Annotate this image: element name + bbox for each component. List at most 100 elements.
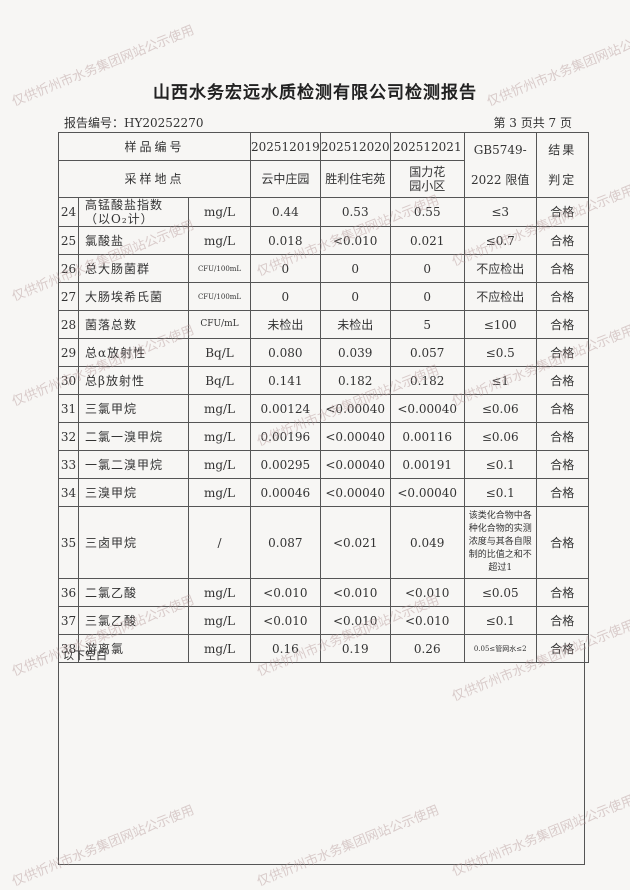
result: 合格 [535,366,589,395]
value: 0.44 [250,197,321,227]
row-number: 24 [58,197,79,227]
limit: ≤100 [463,310,537,339]
value: 0.00116 [389,422,465,451]
table-row: 32 二氯一溴甲烷 mg/L 0.00196 <0.00040 0.00116 ≤0.06 合… [58,422,589,451]
table-row: 27 大肠埃希氏菌 CFU/100mL 0 0 0 不应检出 合格 [58,282,589,311]
value: 0 [319,282,391,311]
value: <0.021 [319,506,391,579]
value: 0.182 [389,366,465,395]
row-number: 36 [58,578,79,607]
item-name: 三氯甲烷 [78,394,189,423]
unit: CFU/100mL [188,282,251,311]
row-number: 27 [58,282,79,311]
value: 0.26 [389,634,465,663]
report-title: 山西水务宏远水质检测有限公司检测报告 [153,83,477,103]
value: 0.080 [250,338,321,367]
result: 合格 [535,606,589,635]
unit: CFU/100mL [188,254,251,283]
unit: mg/L [188,422,251,451]
unit: / [188,506,251,579]
sample-no-label: 样品编号 [58,132,251,161]
value: <0.010 [250,606,321,635]
sample-no: 202512020 [319,132,391,161]
report-number: 报告编号：HY20252270 [64,116,204,130]
item-name: 总α放射性 [78,338,189,367]
value: <0.00040 [319,394,391,423]
item-name: 菌落总数 [78,310,189,339]
unit: mg/L [188,197,251,227]
location: 胜利住宅苑 [319,160,391,198]
results-table: 样品编号 202512019 202512020 202512021 GB574… [58,132,589,663]
table-row: 29 总α放射性 Bq/L 0.080 0.039 0.057 ≤0.5 合格 [58,338,589,367]
value: 0.021 [389,226,465,255]
value: <0.010 [319,606,391,635]
limit: 该类化合物中各种化合物的实测浓度与其各自限制的比值之和不超过1 [463,506,537,579]
value: 0.182 [319,366,391,395]
unit: mg/L [188,606,251,635]
result: 合格 [535,578,589,607]
value: 0.00191 [389,450,465,479]
unit: Bq/L [188,366,251,395]
limit: ≤0.5 [463,338,537,367]
limit: ≤3 [463,197,537,227]
value: 0.00295 [250,450,321,479]
value: 0.141 [250,366,321,395]
value: 0.049 [389,506,465,579]
result: 合格 [535,478,589,507]
table-row: 37 三氯乙酸 mg/L <0.010 <0.010 <0.010 ≤0.1 合格 [58,606,589,635]
item-name: 二氯一溴甲烷 [78,422,189,451]
value: 0.039 [319,338,391,367]
value: <0.00040 [319,478,391,507]
value: 0 [319,254,391,283]
row-number: 30 [58,366,79,395]
limit: ≤0.1 [463,478,537,507]
result: 合格 [535,254,589,283]
value: 0.087 [250,506,321,579]
page-info: 第 3 页共 7 页 [493,116,572,130]
unit: mg/L [188,478,251,507]
unit: mg/L [188,450,251,479]
item-name: 总大肠菌群 [78,254,189,283]
result: 合格 [535,506,589,579]
row-number: 26 [58,254,79,283]
value: 0 [250,282,321,311]
limit: ≤0.7 [463,226,537,255]
value: 未检出 [250,310,321,339]
value: <0.010 [389,578,465,607]
limit: ≤0.05 [463,578,537,607]
unit: Bq/L [188,338,251,367]
value: <0.010 [319,578,391,607]
value: 0 [389,254,465,283]
unit: mg/L [188,578,251,607]
value: <0.00040 [389,394,465,423]
item-name: 三溴甲烷 [78,478,189,507]
location: 云中庄园 [250,160,321,198]
table-row: 33 一氯二溴甲烷 mg/L 0.00295 <0.00040 0.00191 ≤0.1 合格 [58,450,589,479]
unit: mg/L [188,394,251,423]
row-number: 29 [58,338,79,367]
location: 国力花园小区 [389,160,465,198]
table-row: 36 二氯乙酸 mg/L <0.010 <0.010 <0.010 ≤0.05 合格 [58,578,589,607]
row-number: 35 [58,506,79,579]
unit: CFU/mL [188,310,251,339]
blank-area: 以下空白 [58,643,585,865]
item-name: 三卤甲烷 [78,506,189,579]
item-name: 大肠埃希氏菌 [78,282,189,311]
limit: ≤0.06 [463,394,537,423]
row-number: 32 [58,422,79,451]
value: 未检出 [319,310,391,339]
table-row: 25 氯酸盐 mg/L 0.018 <0.010 0.021 ≤0.7 合格 [58,226,589,255]
result: 合格 [535,282,589,311]
row-number: 31 [58,394,79,423]
row-number: 38 [58,634,79,663]
table-row: 34 三溴甲烷 mg/L 0.00046 <0.00040 <0.00040 ≤0.1 合格 [58,478,589,507]
result: 合格 [535,338,589,367]
row-number: 28 [58,310,79,339]
location-label: 采样地点 [58,160,251,198]
table-row: 30 总β放射性 Bq/L 0.141 0.182 0.182 ≤1 合格 [58,366,589,395]
sample-no: 202512021 [389,132,465,161]
table-row: 35 三卤甲烷/0.087 <0.021 0.049 该类化合物中各种化合物的实测浓度与… [58,506,589,579]
result: 合格 [535,394,589,423]
limit: ≤0.1 [463,450,537,479]
